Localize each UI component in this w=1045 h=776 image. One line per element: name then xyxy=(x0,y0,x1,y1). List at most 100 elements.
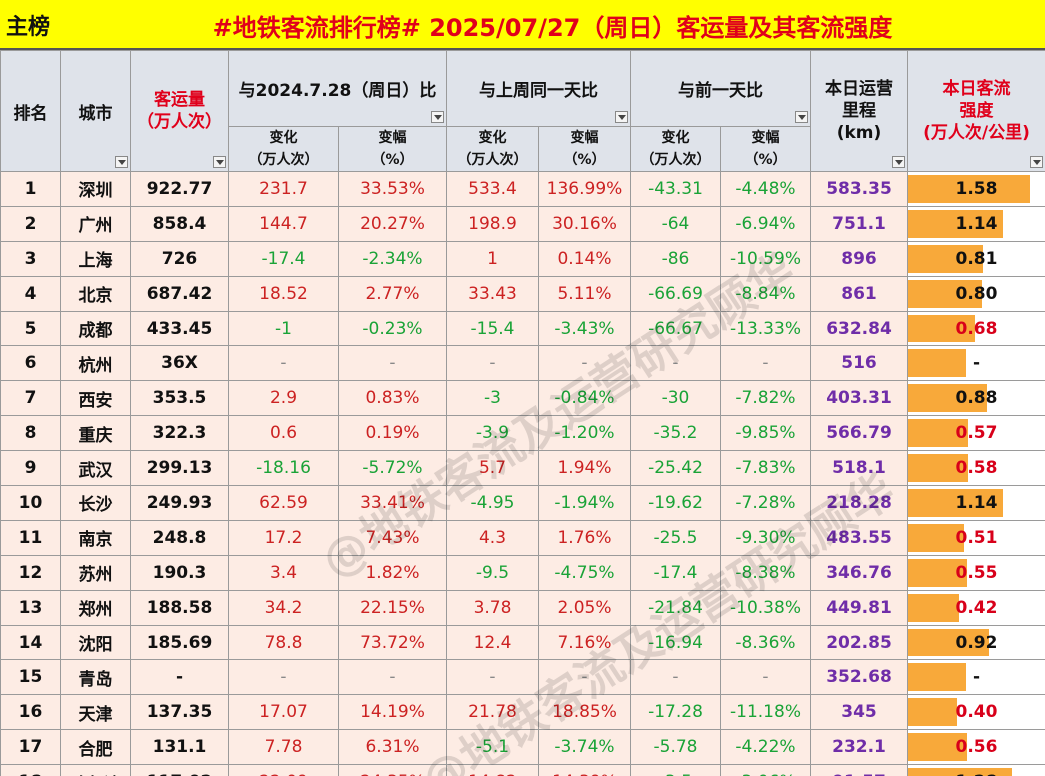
cell-dod-pct: -6.94% xyxy=(720,205,811,242)
cell-volume: 248.8 xyxy=(130,519,229,556)
intensity-value: 0.88 xyxy=(955,388,998,409)
cell-yoy-pct: 1.82% xyxy=(338,554,447,591)
cell-wow-change: -3 xyxy=(446,380,539,417)
cell-yoy-change: 231.7 xyxy=(228,171,339,207)
table-row: 4 北京 687.42 18.52 2.77% 33.43 5.11% -66.69 -8.84… xyxy=(0,275,1045,312)
cell-intensity: - xyxy=(907,345,1045,382)
cell-yoy-pct: 73.72% xyxy=(338,624,447,661)
cell-wow-change: 533.4 xyxy=(446,171,539,207)
subheader-dod-change: 变化 （万人次） xyxy=(630,126,721,172)
header-volume[interactable]: 客运量 （万人次） xyxy=(130,50,229,172)
cell-intensity: 0.58 xyxy=(907,450,1045,487)
cell-volume: 185.69 xyxy=(130,624,229,661)
cell-city: 天津 xyxy=(60,694,131,731)
intensity-bar xyxy=(908,628,990,657)
cell-dod-pct: -13.33% xyxy=(720,310,811,347)
subheader-dod-pct: 变幅 （%） xyxy=(720,126,811,172)
cell-intensity: 1.14 xyxy=(907,205,1045,242)
subheader-yoy-pct: 变幅 （%） xyxy=(338,126,447,172)
table-row: 2 广州 858.4 144.7 20.27% 198.9 30.16% -64 -6.94% 7… xyxy=(0,205,1045,242)
intensity-value: - xyxy=(972,353,981,374)
intensity-bar xyxy=(908,419,968,448)
intensity-value: 1.14 xyxy=(955,213,998,234)
cell-yoy-change: -17.4 xyxy=(228,240,339,277)
intensity-bar xyxy=(908,314,975,343)
header-group-yoy[interactable]: 与2024.7.28（周日）比 xyxy=(228,50,447,127)
cell-km: 751.1 xyxy=(810,205,908,242)
cell-dod-pct: -4.22% xyxy=(720,729,811,766)
cell-km: 345 xyxy=(810,694,908,731)
cell-wow-pct: - xyxy=(538,345,631,382)
filter-dropdown-icon[interactable] xyxy=(615,111,628,123)
cell-rank: 8 xyxy=(0,415,61,452)
table-row: 3 上海 726 -17.4 -2.34% 1 0.14% -86 -10.59% 896 0.81 xyxy=(0,240,1045,277)
cell-rank: 3 xyxy=(0,240,61,277)
cell-city: 合肥 xyxy=(60,729,131,766)
header-km[interactable]: 本日运营 里程 (km) xyxy=(810,50,908,172)
cell-wow-pct: -1.20% xyxy=(538,415,631,452)
cell-dod-pct: - xyxy=(720,659,811,696)
cell-volume: 137.35 xyxy=(130,694,229,731)
header-city[interactable]: 城市 xyxy=(60,50,131,172)
intensity-bar xyxy=(908,768,1012,776)
intensity-bar xyxy=(908,454,969,483)
filter-dropdown-icon[interactable] xyxy=(1030,156,1043,168)
cell-yoy-change: 18.52 xyxy=(228,275,339,312)
filter-dropdown-icon[interactable] xyxy=(795,111,808,123)
intensity-value: 0.55 xyxy=(955,562,998,583)
cell-dod-change: - xyxy=(630,659,721,696)
header-group-dod[interactable]: 与前一天比 xyxy=(630,50,811,127)
intensity-bar xyxy=(908,698,958,727)
filter-dropdown-icon[interactable] xyxy=(115,156,128,168)
cell-city: 广州 xyxy=(60,205,131,242)
header-intensity[interactable]: 本日客流 强度 (万人次/公里) xyxy=(907,50,1045,172)
cell-city: 郑州 xyxy=(60,589,131,626)
cell-intensity: 1.28 xyxy=(907,764,1045,776)
intensity-value: 0.57 xyxy=(955,423,998,444)
intensity-bar xyxy=(908,489,1003,517)
cell-wow-change: -3.9 xyxy=(446,415,539,452)
cell-dod-change: -64 xyxy=(630,205,721,242)
cell-km: 91.57 xyxy=(810,764,908,776)
cell-dod-change: -3.5 xyxy=(630,764,721,776)
cell-wow-change: 3.78 xyxy=(446,589,539,626)
cell-km: 218.28 xyxy=(810,485,908,521)
cell-yoy-change: - xyxy=(228,345,339,382)
cell-yoy-pct: 0.19% xyxy=(338,415,447,452)
cell-volume: 858.4 xyxy=(130,205,229,242)
cell-yoy-pct: 7.43% xyxy=(338,519,447,556)
cell-wow-change: -9.5 xyxy=(446,554,539,591)
header-group-wow[interactable]: 与上周同一天比 xyxy=(446,50,631,127)
cell-rank: 2 xyxy=(0,205,61,242)
cell-intensity: 1.58 xyxy=(907,171,1045,207)
table-row: 18哈尔滨117.0222.0924.35%14.8214.39%-3.5-3.… xyxy=(0,764,1045,776)
intensity-value: 0.58 xyxy=(955,458,998,479)
cell-dod-change: -35.2 xyxy=(630,415,721,452)
intensity-value: 0.42 xyxy=(955,597,998,618)
table-row: 1 深圳 922.77 231.7 33.53% 533.4 136.99% -43.31 -4… xyxy=(0,171,1045,207)
cell-wow-pct: 136.99% xyxy=(538,171,631,207)
cell-volume: 117.02 xyxy=(130,764,229,776)
tab-label[interactable]: 主榜 xyxy=(6,15,51,40)
cell-dod-change: -17.28 xyxy=(630,694,721,731)
cell-wow-change: 5.7 xyxy=(446,450,539,487)
cell-yoy-change: 17.07 xyxy=(228,694,339,731)
cell-dod-change: -19.62 xyxy=(630,485,721,521)
cell-dod-pct: -4.48% xyxy=(720,171,811,207)
cell-yoy-pct: 6.31% xyxy=(338,729,447,766)
cell-dod-change: -21.84 xyxy=(630,589,721,626)
cell-dod-change: -43.31 xyxy=(630,171,721,207)
filter-dropdown-icon[interactable] xyxy=(892,156,905,168)
cell-dod-change: -86 xyxy=(630,240,721,277)
table-row: 12 苏州 190.3 3.4 1.82% -9.5 -4.75% -17.4 -8.38% 34… xyxy=(0,554,1045,591)
cell-wow-pct: 2.05% xyxy=(538,589,631,626)
intensity-value: 1.14 xyxy=(955,492,998,513)
filter-dropdown-icon[interactable] xyxy=(431,111,444,123)
cell-km: 449.81 xyxy=(810,589,908,626)
intensity-value: 1.58 xyxy=(955,178,998,199)
cell-rank: 7 xyxy=(0,380,61,417)
filter-dropdown-icon[interactable] xyxy=(213,156,226,168)
cell-rank: 13 xyxy=(0,589,61,626)
cell-intensity: 0.40 xyxy=(907,694,1045,731)
cell-volume: 433.45 xyxy=(130,310,229,347)
